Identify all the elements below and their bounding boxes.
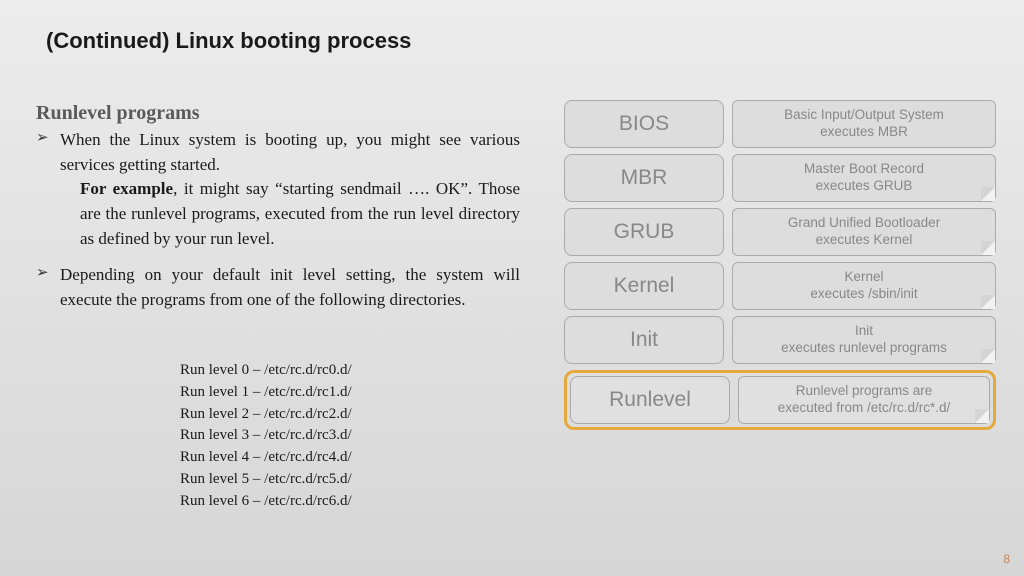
bullet-text: When the Linux system is booting up, you… xyxy=(60,128,520,251)
runlevel-directory-list: Run level 0 – /etc/rc.d/rc0.d/ Run level… xyxy=(180,360,352,512)
list-item: Run level 5 – /etc/rc.d/rc5.d/ xyxy=(180,469,352,491)
boot-process-diagram: BIOSBasic Input/Output Systemexecutes MB… xyxy=(564,100,996,436)
diagram-stage-label: Init xyxy=(564,316,724,364)
diagram-row: InitInitexecutes runlevel programs xyxy=(564,316,996,364)
diagram-row: GRUBGrand Unified Bootloaderexecutes Ker… xyxy=(564,208,996,256)
diagram-stage-desc: Basic Input/Output Systemexecutes MBR xyxy=(732,100,996,148)
list-item: Run level 2 – /etc/rc.d/rc2.d/ xyxy=(180,404,352,426)
diagram-row: RunlevelRunlevel programs areexecuted fr… xyxy=(564,370,996,430)
page-fold-icon xyxy=(981,187,995,201)
bullet-item: ➢ When the Linux system is booting up, y… xyxy=(36,128,526,251)
diagram-row: KernelKernelexecutes /sbin/init xyxy=(564,262,996,310)
diagram-row: BIOSBasic Input/Output Systemexecutes MB… xyxy=(564,100,996,148)
diagram-stage-desc: Master Boot Recordexecutes GRUB xyxy=(732,154,996,202)
page-fold-icon xyxy=(981,295,995,309)
diagram-row: MBRMaster Boot Recordexecutes GRUB xyxy=(564,154,996,202)
diagram-stage-label: Runlevel xyxy=(570,376,730,424)
diagram-stage-label: GRUB xyxy=(564,208,724,256)
page-number: 8 xyxy=(1003,552,1010,566)
diagram-stage-desc: Runlevel programs areexecuted from /etc/… xyxy=(738,376,990,424)
chevron-right-icon: ➢ xyxy=(36,128,56,147)
diagram-stage-desc: Kernelexecutes /sbin/init xyxy=(732,262,996,310)
diagram-stage-label: Kernel xyxy=(564,262,724,310)
slide-title: (Continued) Linux booting process xyxy=(46,28,411,54)
diagram-stage-label: BIOS xyxy=(564,100,724,148)
bullet-text: Depending on your default init level set… xyxy=(60,263,520,312)
diagram-stage-desc: Grand Unified Bootloaderexecutes Kernel xyxy=(732,208,996,256)
diagram-stage-desc: Initexecutes runlevel programs xyxy=(732,316,996,364)
page-fold-icon xyxy=(975,409,989,423)
list-item: Run level 3 – /etc/rc.d/rc3.d/ xyxy=(180,425,352,447)
diagram-stage-label: MBR xyxy=(564,154,724,202)
page-fold-icon xyxy=(981,349,995,363)
bullet-list: ➢ When the Linux system is booting up, y… xyxy=(36,128,526,324)
list-item: Run level 4 – /etc/rc.d/rc4.d/ xyxy=(180,447,352,469)
page-fold-icon xyxy=(981,241,995,255)
section-subtitle: Runlevel programs xyxy=(36,102,200,125)
bullet-item: ➢ Depending on your default init level s… xyxy=(36,263,526,312)
chevron-right-icon: ➢ xyxy=(36,263,56,282)
list-item: Run level 1 – /etc/rc.d/rc1.d/ xyxy=(180,382,352,404)
list-item: Run level 0 – /etc/rc.d/rc0.d/ xyxy=(180,360,352,382)
list-item: Run level 6 – /etc/rc.d/rc6.d/ xyxy=(180,491,352,513)
